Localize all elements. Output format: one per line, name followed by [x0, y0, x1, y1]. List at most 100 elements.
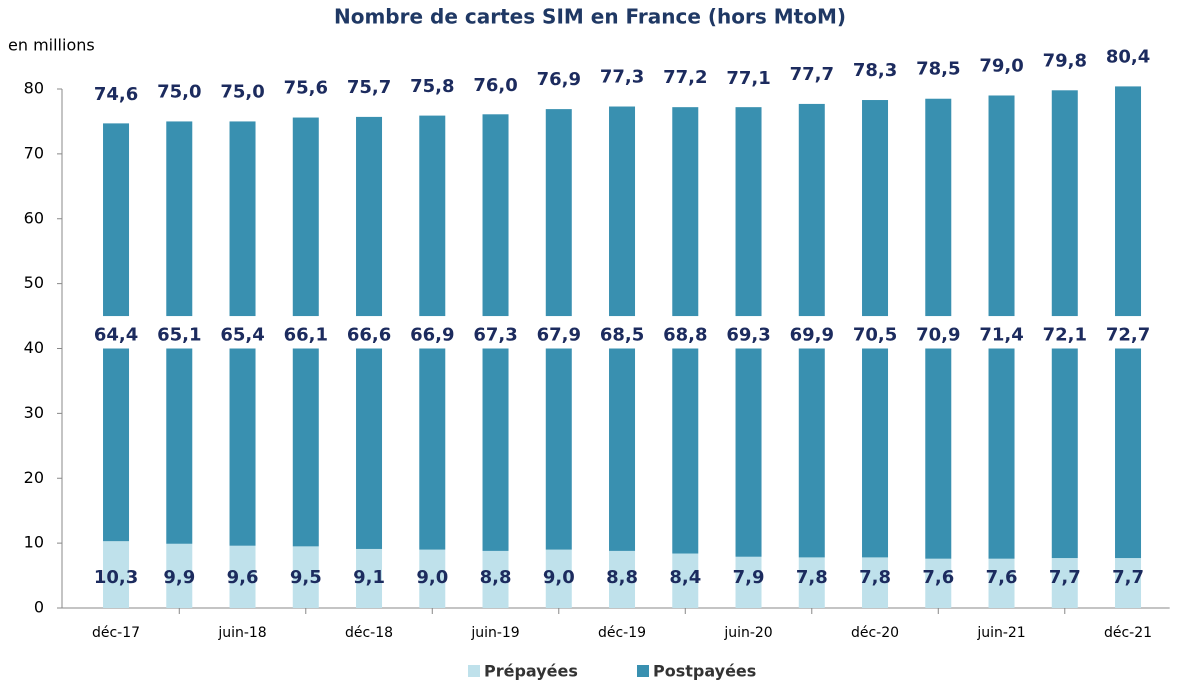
bar-segment	[988, 558, 1015, 608]
data-label: 9,0	[416, 567, 448, 588]
x-tick-label: déc-19	[598, 625, 646, 641]
bar-segment	[672, 553, 699, 608]
y-tick-label: 10	[24, 533, 44, 552]
bar-segment	[292, 546, 319, 608]
label-box	[653, 316, 717, 349]
total-label: 77,1	[726, 68, 770, 89]
bar-segment	[482, 550, 509, 608]
total-label: 79,0	[979, 55, 1023, 76]
data-label: 10,3	[94, 567, 138, 588]
legend-swatch	[468, 665, 480, 677]
label-box	[716, 316, 781, 349]
y-tick-label: 30	[24, 403, 44, 422]
data-label: 65,1	[157, 324, 201, 345]
x-tick-label: déc-18	[345, 625, 393, 641]
bar-segment	[609, 550, 636, 608]
data-label: 68,8	[663, 324, 707, 345]
data-label: 9,1	[353, 567, 385, 588]
bar-segment	[798, 557, 825, 608]
data-label: 71,4	[979, 324, 1023, 345]
y-tick-label: 40	[24, 338, 44, 357]
data-label: 9,5	[290, 567, 322, 588]
total-label: 77,7	[790, 64, 834, 85]
data-label: 70,9	[916, 324, 960, 345]
x-tick-label: déc-21	[1104, 625, 1152, 641]
total-label: 76,0	[473, 75, 517, 96]
label-box	[906, 316, 970, 349]
label-box	[147, 316, 211, 349]
label-box	[969, 316, 1034, 349]
bar-segment	[862, 557, 889, 608]
label-box	[527, 316, 591, 349]
data-label: 7,7	[1049, 567, 1081, 588]
bar-segment	[735, 556, 762, 608]
total-label: 75,8	[410, 76, 454, 97]
data-label: 66,1	[284, 324, 328, 345]
label-box	[463, 316, 528, 349]
y-tick-label: 0	[34, 598, 44, 617]
bar-segment	[925, 558, 952, 608]
label-box	[337, 316, 401, 349]
y-tick-label: 50	[24, 273, 44, 292]
total-label: 77,2	[663, 67, 707, 88]
data-label: 67,9	[537, 324, 581, 345]
label-box	[590, 316, 654, 349]
total-label: 80,4	[1106, 46, 1150, 67]
x-tick-label: juin-18	[217, 625, 266, 641]
data-label: 7,7	[1112, 567, 1144, 588]
x-tick-label: déc-17	[92, 625, 140, 641]
legend-swatch	[637, 665, 649, 677]
data-label: 7,6	[922, 567, 954, 588]
total-label: 75,0	[220, 81, 264, 102]
bar-segment	[103, 541, 130, 608]
x-tick-label: déc-20	[851, 625, 899, 641]
data-label: 66,9	[410, 324, 454, 345]
data-label: 69,3	[726, 324, 770, 345]
data-label: 9,9	[163, 567, 195, 588]
y-tick-label: 80	[24, 79, 44, 98]
y-axis-label: en millions	[8, 36, 95, 55]
total-label: 75,6	[284, 78, 328, 99]
data-label: 7,6	[986, 567, 1018, 588]
y-tick-label: 60	[24, 208, 44, 227]
data-label: 8,8	[606, 567, 638, 588]
data-label: 64,4	[94, 324, 138, 345]
data-label: 8,8	[480, 567, 512, 588]
bar-segment	[166, 543, 193, 608]
label-box	[843, 316, 907, 349]
total-label: 79,8	[1043, 50, 1087, 71]
y-tick-label: 20	[24, 468, 44, 487]
x-tick-label: juin-20	[723, 625, 772, 641]
label-box	[84, 316, 148, 349]
bar-segment	[1051, 558, 1078, 608]
data-label: 9,6	[227, 567, 259, 588]
data-label: 7,8	[796, 567, 828, 588]
label-box	[780, 316, 844, 349]
total-label: 78,3	[853, 60, 897, 81]
data-label: 72,7	[1106, 324, 1150, 345]
data-label: 65,4	[220, 324, 264, 345]
label-box	[1096, 316, 1160, 349]
bar-segment	[1115, 558, 1142, 608]
label-box	[400, 316, 464, 349]
data-label: 68,5	[600, 324, 644, 345]
data-label: 7,9	[733, 567, 765, 588]
chart-title: Nombre de cartes SIM en France (hors Mto…	[334, 5, 846, 29]
data-label: 67,3	[473, 324, 517, 345]
bar-segment	[545, 549, 572, 608]
total-label: 76,9	[537, 69, 581, 90]
data-label: 70,5	[853, 324, 897, 345]
x-tick-label: juin-19	[470, 625, 519, 641]
y-tick-label: 70	[24, 143, 44, 162]
total-label: 75,0	[157, 81, 201, 102]
data-label: 72,1	[1043, 324, 1087, 345]
total-label: 77,3	[600, 67, 644, 88]
total-label: 74,6	[94, 84, 138, 105]
data-label: 8,4	[669, 567, 701, 588]
bar-segment	[419, 549, 446, 608]
data-label: 7,8	[859, 567, 891, 588]
label-box	[1033, 316, 1097, 349]
x-tick-label: juin-21	[976, 625, 1025, 641]
data-label: 66,6	[347, 324, 391, 345]
legend-label: Postpayées	[653, 662, 756, 681]
